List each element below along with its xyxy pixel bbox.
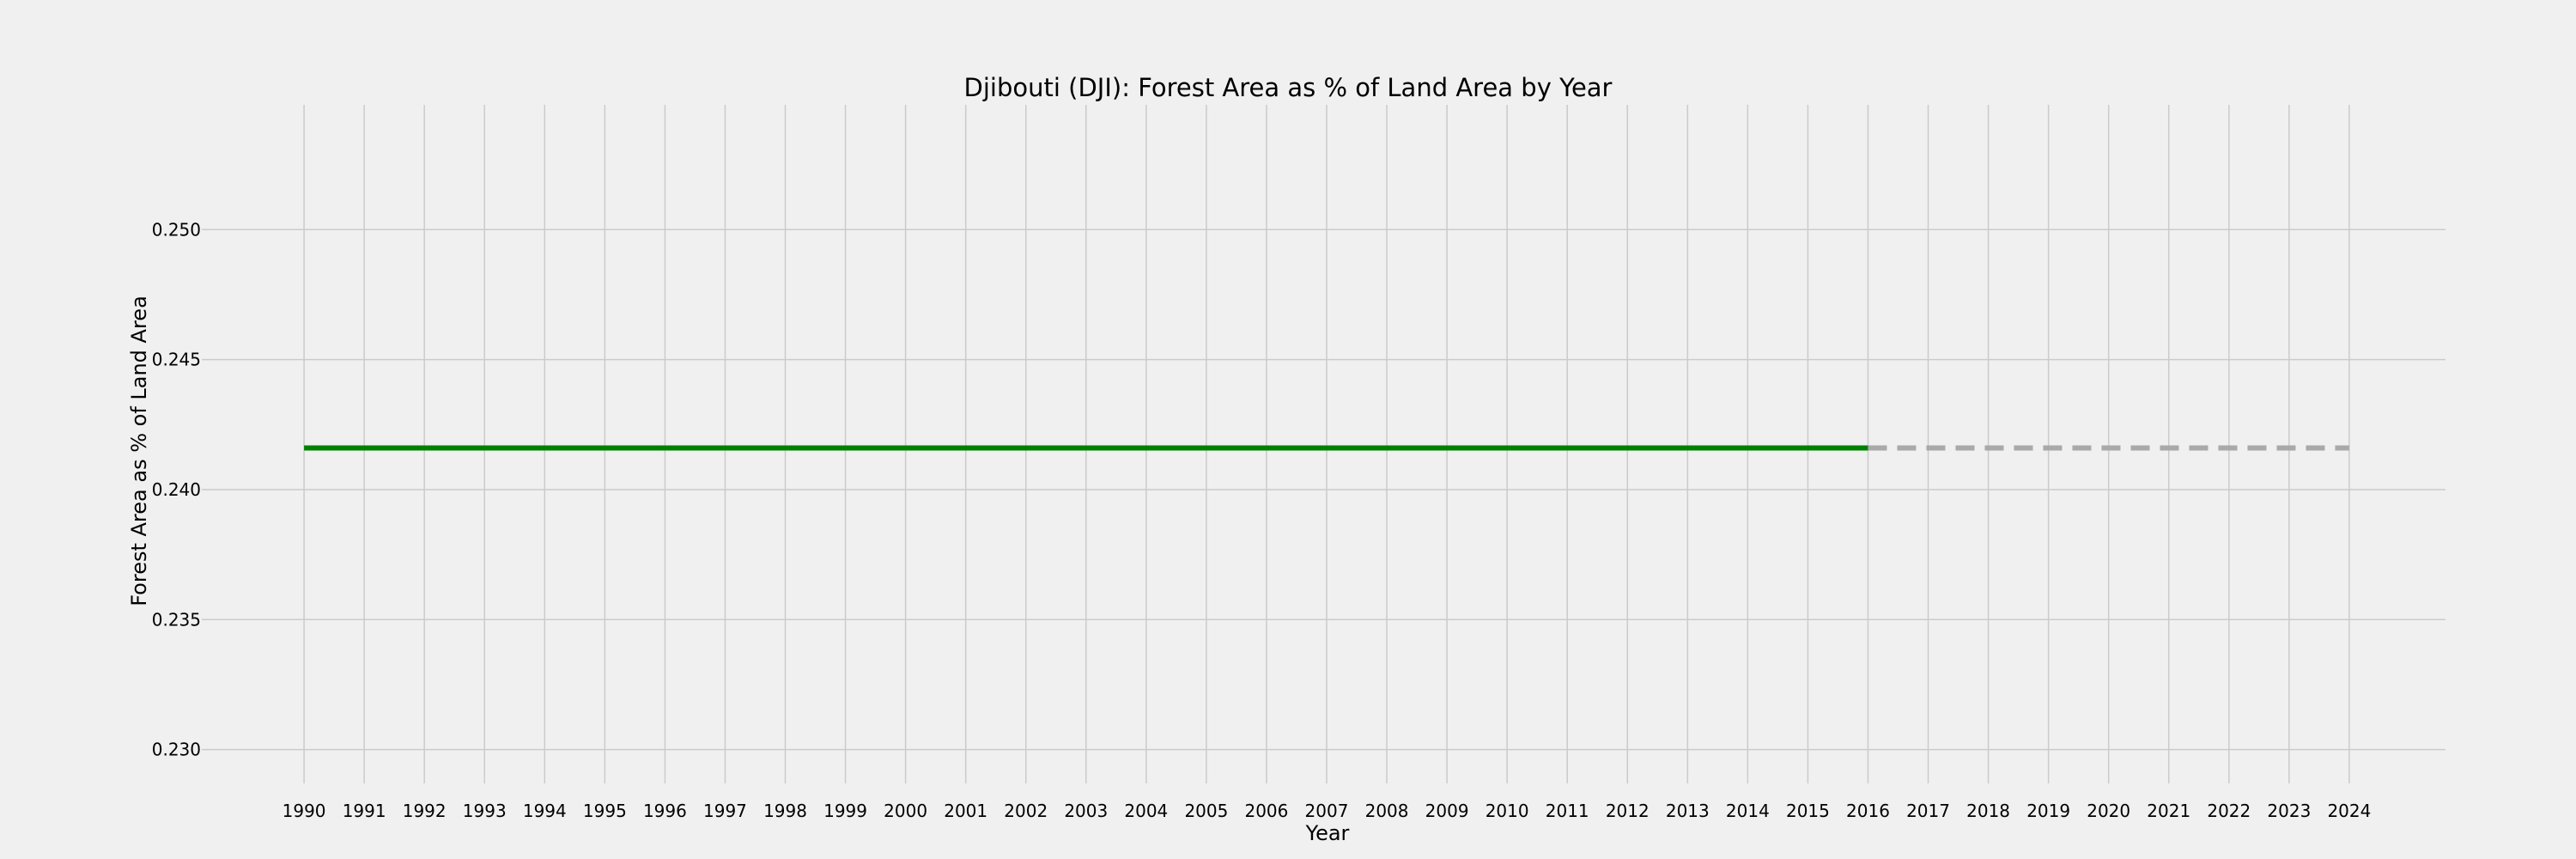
x-tick-label: 1992 <box>403 801 447 821</box>
x-tick-label: 2001 <box>944 801 987 821</box>
x-tick-label: 2023 <box>2267 801 2311 821</box>
x-tick-label: 2016 <box>1846 801 1890 821</box>
x-tick-label: 2003 <box>1064 801 1108 821</box>
x-tick-label: 2010 <box>1485 801 1529 821</box>
chart-title: Djibouti (DJI): Forest Area as % of Land… <box>964 73 1613 102</box>
y-tick-label: 0.235 <box>152 609 201 630</box>
x-tick-label: 1995 <box>583 801 627 821</box>
y-axis-label: Forest Area as % of Land Area <box>127 295 151 606</box>
x-tick-label: 2018 <box>1966 801 2010 821</box>
x-tick-label: 2021 <box>2147 801 2190 821</box>
y-axis-ticks: 0.230 0.235 0.240 0.245 0.250 <box>152 219 201 759</box>
x-tick-label: 2005 <box>1184 801 1228 821</box>
grid-lines <box>202 105 2445 783</box>
x-tick-label: 2004 <box>1124 801 1168 821</box>
x-tick-label: 2022 <box>2207 801 2251 821</box>
x-tick-label: 1993 <box>463 801 507 821</box>
x-tick-label: 1996 <box>643 801 687 821</box>
x-tick-label: 2014 <box>1726 801 1770 821</box>
y-tick-label: 0.245 <box>152 350 201 370</box>
x-tick-label: 1998 <box>763 801 807 821</box>
x-axis-ticks: 1990 1991 1992 1993 1994 1995 1996 1997 1998 1999… <box>283 801 2372 821</box>
x-tick-label: 1990 <box>283 801 326 821</box>
x-tick-label: 1997 <box>703 801 747 821</box>
x-tick-label: 2012 <box>1606 801 1649 821</box>
x-tick-label: 2007 <box>1305 801 1349 821</box>
x-tick-label: 2017 <box>1906 801 1950 821</box>
x-tick-label: 1991 <box>343 801 386 821</box>
y-tick-label: 0.230 <box>152 740 201 760</box>
x-axis-label: Year <box>1305 821 1350 845</box>
x-tick-label: 1994 <box>523 801 567 821</box>
x-tick-label: 2020 <box>2087 801 2130 821</box>
x-tick-label: 2024 <box>2327 801 2371 821</box>
y-tick-label: 0.240 <box>152 479 201 500</box>
x-tick-label: 2011 <box>1546 801 1589 821</box>
y-tick-label: 0.250 <box>152 219 201 240</box>
x-tick-label: 2006 <box>1244 801 1288 821</box>
x-tick-label: 2008 <box>1365 801 1409 821</box>
x-tick-label: 2009 <box>1425 801 1469 821</box>
x-tick-label: 2013 <box>1666 801 1710 821</box>
x-tick-label: 2019 <box>2026 801 2070 821</box>
x-tick-label: 2000 <box>884 801 927 821</box>
x-tick-label: 1999 <box>823 801 867 821</box>
x-tick-label: 2002 <box>1004 801 1048 821</box>
x-tick-label: 2015 <box>1786 801 1830 821</box>
